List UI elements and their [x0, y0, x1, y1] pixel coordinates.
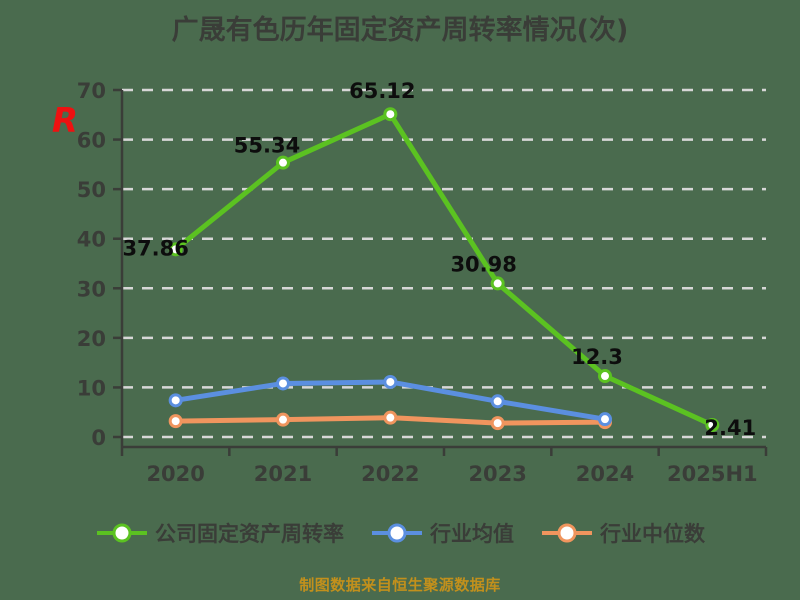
legend-item-label: 行业中位数 [600, 522, 705, 546]
y-axis-tick-label: 60 [77, 129, 106, 153]
series-data-point[interactable] [705, 418, 720, 433]
y-axis-ticks: 0 10 20 30 40 50 60 70 [77, 79, 122, 450]
series-data-point[interactable] [168, 242, 183, 257]
series-data-point[interactable] [490, 394, 505, 409]
legend-item-label: 公司固定资产周转率 [155, 522, 344, 546]
series-data-point[interactable] [490, 276, 505, 291]
series-data-point[interactable] [598, 412, 612, 427]
watermark-logo: R [51, 101, 79, 141]
x-axis-tick-label: 2023 [468, 462, 526, 486]
legend-item[interactable]: 行业中位数 [540, 518, 705, 548]
legend-item[interactable]: 行业均值 [370, 518, 514, 548]
legend-marker-icon [372, 523, 422, 543]
x-axis-tick-label: 2020 [146, 462, 204, 486]
data-labels-group: 37.86 55.34 65.12 30.98 12.3 2.41 [122, 79, 756, 440]
legend-marker-icon [97, 523, 147, 543]
data-point-label: 55.34 [234, 134, 300, 158]
y-axis-tick-label: 40 [77, 228, 106, 252]
footer-note: 制图数据来自恒生聚源数据库 [299, 576, 501, 594]
x-axis-tick-label: 2024 [576, 462, 634, 486]
x-axis-tick-label: 2021 [254, 462, 312, 486]
data-point-label: 37.86 [122, 236, 188, 260]
y-axis-tick-label: 70 [77, 79, 106, 103]
page-title: 广晟有色历年固定资产周转率情况(次) [171, 15, 629, 46]
series-data-point[interactable] [168, 414, 183, 429]
series-data-point[interactable] [598, 369, 612, 384]
y-axis-tick-label: 30 [77, 277, 106, 301]
line-chart-plot: 0 10 20 30 40 50 60 70 2020 2021 2022 2023 2024 2025… [77, 79, 768, 486]
series-data-point[interactable] [276, 376, 290, 391]
chart-legend: 公司固定资产周转率 行业均值 行业中位数 [0, 518, 800, 548]
data-point-label: 2.41 [704, 416, 756, 440]
series-line [173, 111, 715, 428]
y-axis-tick-label: 20 [77, 327, 106, 351]
y-axis-tick-label: 50 [77, 178, 106, 202]
y-axis-tick-label: 10 [77, 376, 106, 400]
series-data-point[interactable] [490, 416, 505, 431]
axis-lines-group [120, 90, 768, 456]
legend-item-label: 行业均值 [430, 522, 514, 546]
gridlines-group [122, 88, 766, 439]
series-group [168, 107, 720, 433]
legend-item[interactable]: 公司固定资产周转率 [95, 518, 344, 548]
series-data-point[interactable] [383, 107, 398, 122]
data-point-label: 30.98 [450, 252, 516, 276]
y-axis-tick-label: 0 [91, 426, 106, 450]
legend-marker-icon [542, 523, 592, 543]
series-data-point[interactable] [168, 393, 183, 408]
data-point-label: 65.12 [349, 79, 415, 103]
series-data-point[interactable] [383, 410, 398, 425]
x-axis-tick-label: 2022 [361, 462, 419, 486]
x-axis-tick-label: 2025H1 [667, 462, 758, 486]
x-axis-ticks: 2020 2021 2022 2023 2024 2025H1 [146, 462, 757, 486]
series-data-point[interactable] [276, 155, 290, 170]
data-point-label: 12.3 [571, 345, 623, 369]
series-data-point[interactable] [383, 374, 398, 389]
series-data-point[interactable] [276, 412, 290, 427]
